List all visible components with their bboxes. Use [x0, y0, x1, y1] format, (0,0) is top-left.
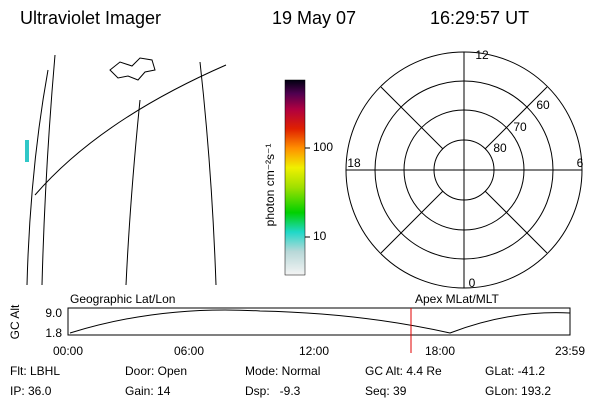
x-tick-label: 23:59 — [555, 344, 585, 358]
x-tick-label: 18:00 — [425, 344, 455, 358]
polar-plot: 12 18 6 0 60 70 80 — [345, 48, 584, 290]
info-field: IP: 36.0 — [10, 384, 52, 398]
lat-label: 70 — [513, 120, 527, 134]
mlt-label: 6 — [577, 156, 584, 170]
y-tick-label: 9.0 — [45, 306, 62, 320]
info-field: GC Alt: 4.4 Re — [365, 364, 442, 378]
mlt-label: 18 — [347, 156, 361, 170]
x-tick-label: 00:00 — [53, 344, 83, 358]
x-tick-label: 12:00 — [299, 344, 329, 358]
right-label: Apex MLat/MLT — [415, 292, 499, 306]
info-field: Flt: LBHL — [10, 364, 60, 378]
info-field: Gain: 14 — [125, 384, 171, 398]
colorbar-tick: 10 — [313, 229, 327, 243]
y-tick-label: 1.8 — [45, 326, 62, 340]
info-field: Mode: Normal — [245, 364, 320, 378]
date: 19 May 07 — [272, 8, 356, 28]
y-label: GC Alt — [8, 304, 22, 339]
info-field: Seq: 39 — [365, 384, 407, 398]
left-label: Geographic Lat/Lon — [70, 292, 175, 306]
altitude-plot: Geographic Lat/Lon Apex MLat/MLT GC Alt … — [8, 292, 585, 358]
info-field: GLat: -41.2 — [485, 364, 545, 378]
map-panel — [25, 54, 227, 286]
lat-label: 80 — [493, 141, 507, 155]
mlt-label: 0 — [469, 276, 476, 290]
info-field: Door: Open — [125, 364, 187, 378]
colorbar: 100 10 photon cm⁻²s⁻¹ — [263, 79, 333, 276]
info-field: GLon: 193.2 — [485, 384, 551, 398]
info-field: Dsp: -9.3 — [245, 384, 301, 398]
time: 16:29:57 UT — [430, 8, 529, 28]
colorbar-tick: 100 — [313, 140, 333, 154]
x-tick-label: 06:00 — [174, 344, 204, 358]
colorbar-label: photon cm⁻²s⁻¹ — [263, 144, 277, 227]
lat-label: 60 — [536, 98, 550, 112]
mlt-label: 12 — [475, 48, 489, 62]
info-panel: Flt: LBHL Door: Open Mode: Normal GC Alt: 4… — [10, 364, 551, 398]
title: Ultraviolet Imager — [20, 8, 161, 28]
